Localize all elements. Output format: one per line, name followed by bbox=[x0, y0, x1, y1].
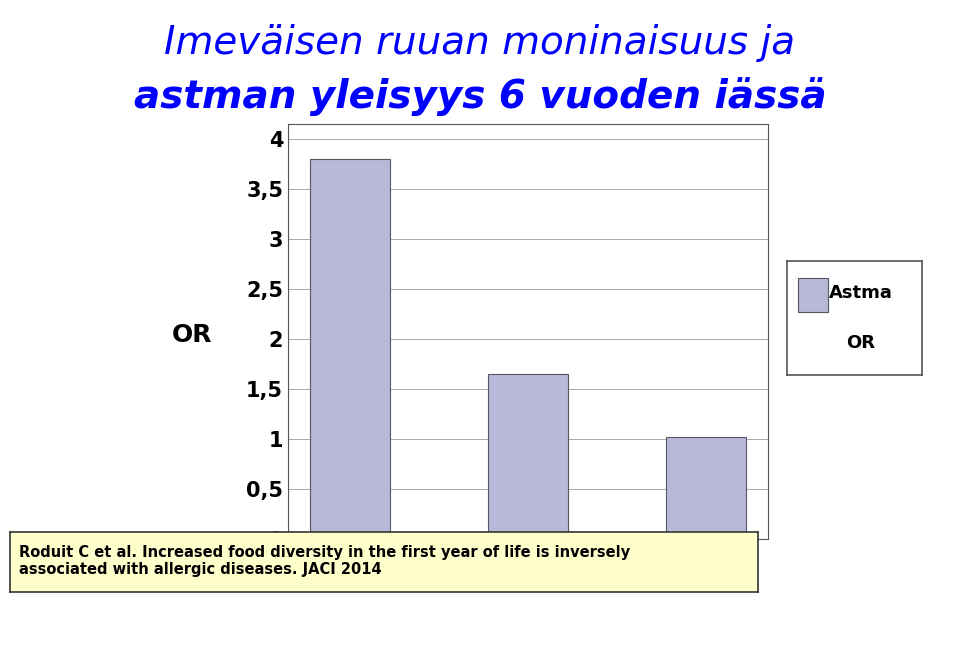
Bar bbox=[666, 437, 746, 539]
Text: OR: OR bbox=[847, 334, 876, 352]
Bar bbox=[488, 373, 568, 539]
Text: Imeväisen ruuan moninaisuus ja: Imeväisen ruuan moninaisuus ja bbox=[164, 25, 796, 62]
Text: Astma: Astma bbox=[829, 284, 893, 302]
Bar bbox=[310, 159, 390, 539]
Text: astman yleisyys 6 vuoden iässä: astman yleisyys 6 vuoden iässä bbox=[133, 78, 827, 116]
Text: Roduit C et al. Increased food diversity in the first year of life is inversely
: Roduit C et al. Increased food diversity… bbox=[18, 545, 630, 577]
Text: OR: OR bbox=[172, 322, 212, 347]
FancyBboxPatch shape bbox=[798, 278, 828, 312]
Text: Kansallinen allergiaohjelma 2008 - 2018: Kansallinen allergiaohjelma 2008 - 2018 bbox=[107, 628, 469, 646]
